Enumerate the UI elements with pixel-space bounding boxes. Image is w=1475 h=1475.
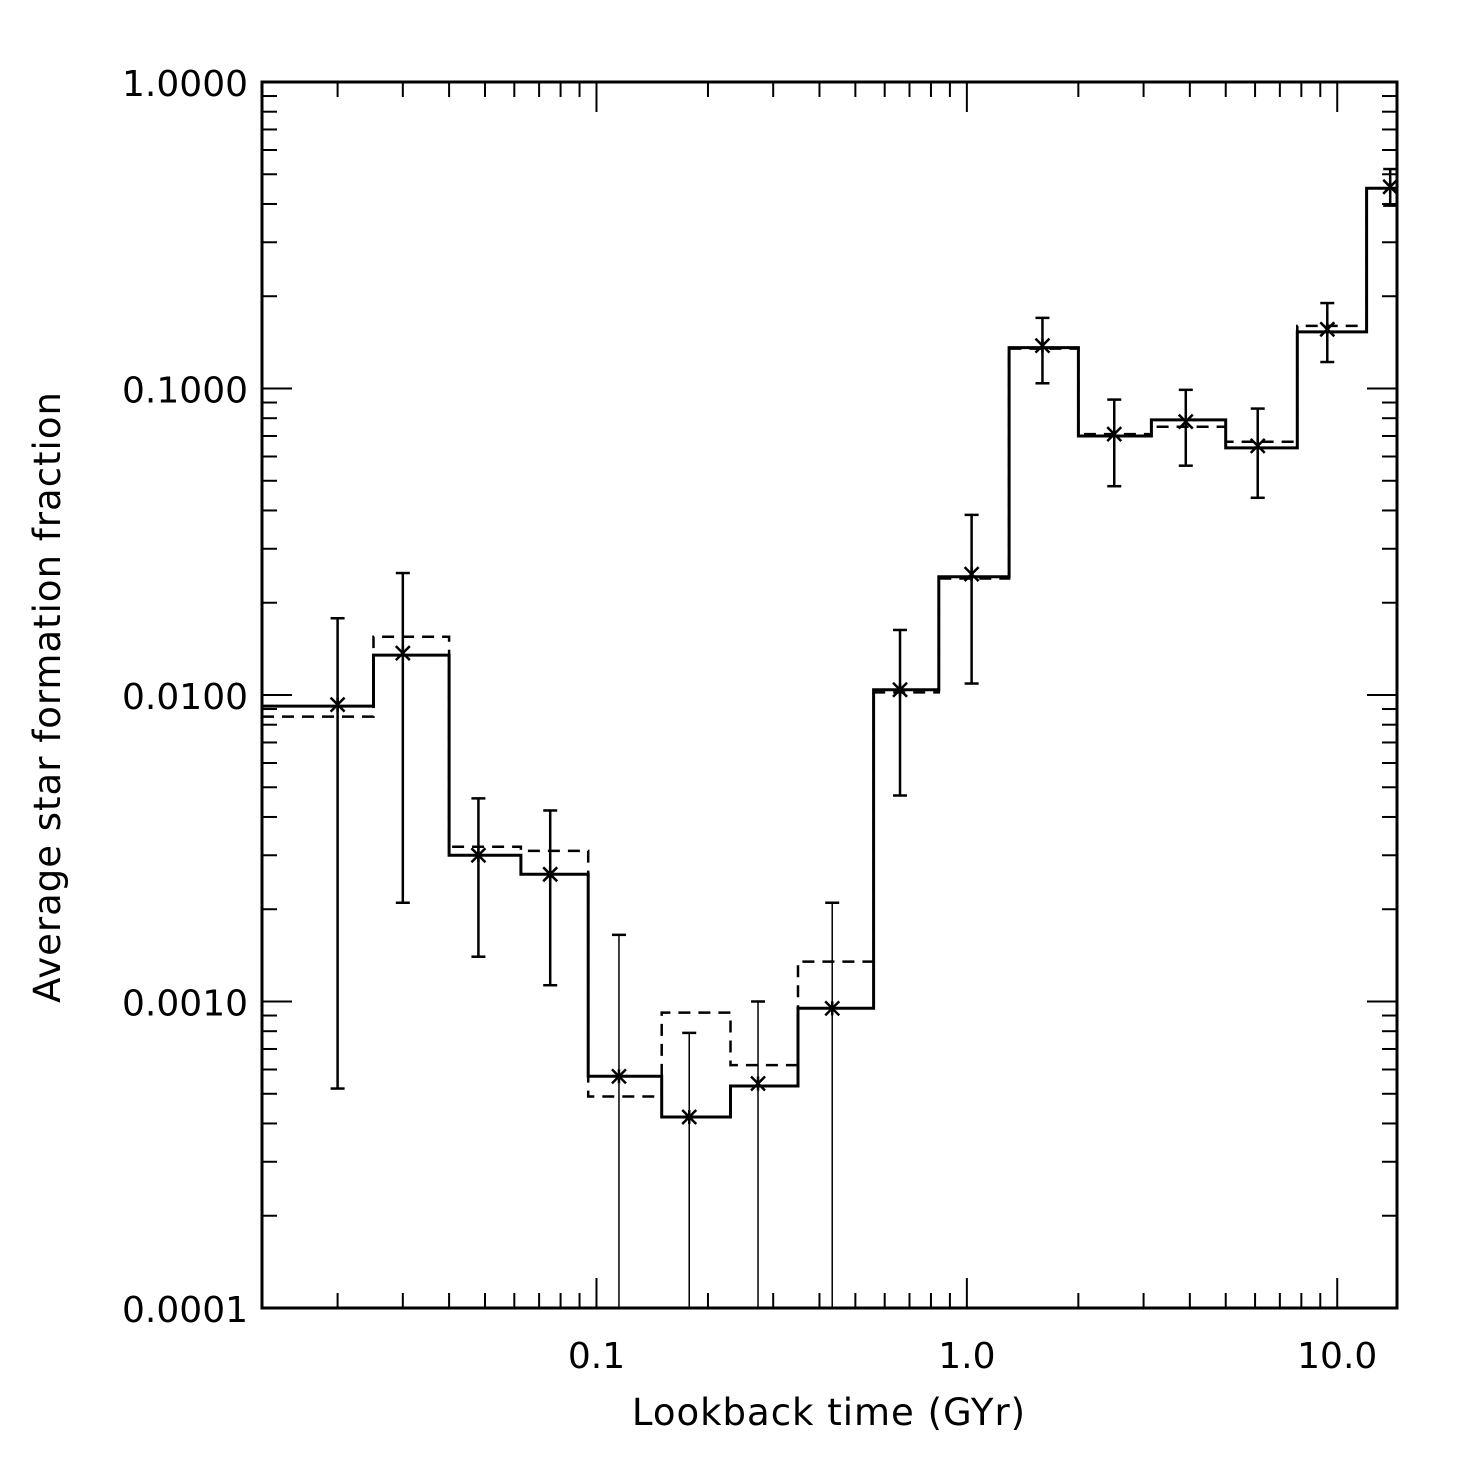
data-point bbox=[1177, 388, 1194, 467]
y-tick-label: 0.1000 bbox=[122, 371, 248, 412]
data-point bbox=[824, 901, 841, 1308]
data-point bbox=[1106, 398, 1123, 488]
y-axis-label: Average star formation fraction bbox=[26, 391, 69, 1003]
data-point bbox=[1034, 316, 1051, 385]
plot-frame bbox=[260, 80, 1399, 1310]
y-tick-label: 0.0100 bbox=[122, 677, 248, 718]
y-tick-label: 0.0010 bbox=[122, 984, 248, 1025]
data-point bbox=[1319, 301, 1336, 364]
x-tick-label: 1.0 bbox=[938, 1336, 995, 1377]
axis-ticks bbox=[262, 81, 1397, 1309]
data-point bbox=[1382, 167, 1399, 207]
x-tick-label: 10.0 bbox=[1297, 1336, 1377, 1377]
solid-step-series bbox=[262, 186, 1397, 1119]
data-point bbox=[892, 628, 908, 797]
x-tick-label: 0.1 bbox=[568, 1336, 625, 1377]
tick-labels: 1.0000 0.1000 0.0100 0.0010 0.0001 0.1 1.0 10.0 bbox=[122, 64, 1377, 1377]
data-point bbox=[681, 1031, 698, 1308]
data-point bbox=[329, 616, 346, 1090]
y-tick-label: 0.0001 bbox=[122, 1290, 248, 1331]
data-point bbox=[542, 809, 559, 987]
y-tick-label: 1.0000 bbox=[122, 64, 248, 105]
data-point bbox=[963, 513, 980, 685]
solid-step-line bbox=[262, 186, 1397, 1119]
data-point bbox=[750, 1000, 766, 1308]
data-point bbox=[394, 571, 411, 904]
x-axis-label: Lookback time (GYr) bbox=[632, 1391, 1026, 1434]
data-points-with-errorbars bbox=[329, 167, 1399, 1308]
data-point bbox=[470, 797, 487, 958]
dashed-step-line bbox=[262, 187, 1397, 1098]
dashed-step-series bbox=[262, 187, 1397, 1098]
data-point bbox=[611, 933, 627, 1308]
data-point bbox=[1249, 407, 1266, 500]
